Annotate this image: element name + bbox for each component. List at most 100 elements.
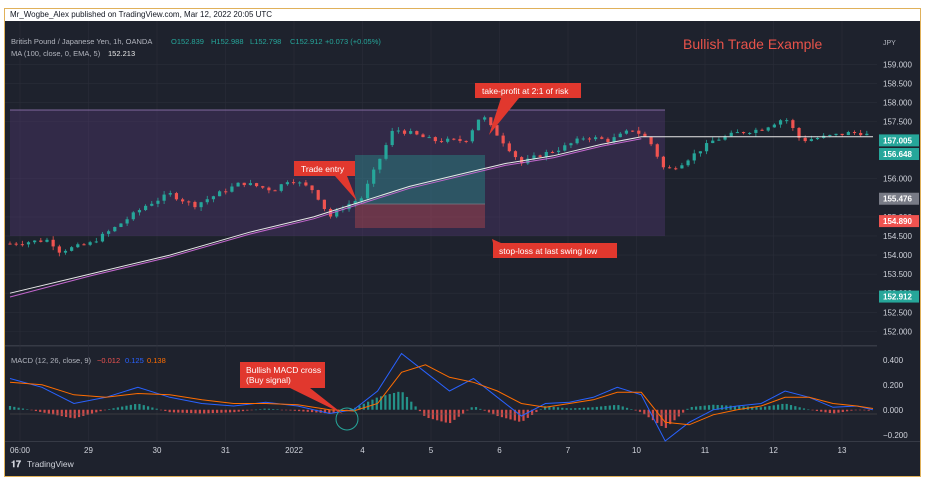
macd-cross-callout[interactable]: Bullish MACD cross (Buy signal)	[240, 362, 343, 414]
macd-histogram-bar	[751, 406, 754, 410]
time-tick-label: 5	[429, 446, 434, 455]
candle	[144, 205, 148, 211]
macd-histogram-bar	[651, 409, 655, 421]
macd-histogram-bar	[815, 409, 819, 411]
candle	[741, 132, 746, 134]
take-profit-callout[interactable]: take-profit at 2:1 of risk	[475, 83, 581, 135]
candle	[785, 120, 789, 122]
candle	[26, 242, 31, 245]
candle	[291, 182, 296, 184]
macd-histogram-bar	[21, 408, 25, 410]
candle	[273, 190, 277, 192]
candle	[57, 246, 61, 253]
ohlc-change: +0.073 (+0.05%)	[325, 37, 381, 46]
macd-histogram-bar	[39, 409, 42, 412]
price-badge	[879, 148, 919, 161]
time-tick-label: 30	[153, 446, 162, 455]
stop-loss-zone[interactable]	[355, 204, 485, 228]
macd-histogram-bar	[358, 405, 361, 410]
macd-histogram-bar	[824, 409, 827, 413]
price-badge-label: 157.005	[883, 136, 912, 145]
price-axis	[877, 21, 920, 476]
macd-histogram-bar	[574, 408, 577, 410]
candle	[125, 219, 129, 224]
macd-histogram-bar	[241, 409, 245, 412]
macd-histogram-bar	[833, 409, 836, 414]
macd-histogram-bar	[531, 409, 534, 415]
time-tick-label: 4	[360, 446, 365, 455]
candle	[655, 144, 659, 157]
candle	[649, 136, 653, 145]
take-profit-zone[interactable]	[355, 155, 485, 204]
macd-histogram-bar	[134, 404, 137, 410]
ohlc-low: L152.798	[250, 37, 281, 46]
macd-histogram-bar	[185, 409, 189, 413]
candle	[723, 136, 727, 140]
macd-histogram-bar	[138, 403, 141, 410]
price-chart[interactable]: 159.000158.500158.000157.500156.000155.0…	[5, 21, 921, 477]
candle	[328, 209, 333, 217]
candle	[575, 138, 579, 144]
macd-histogram-bar	[323, 409, 327, 414]
macd-histogram-bar	[315, 409, 318, 413]
macd-tick-label: 0.200	[883, 381, 904, 390]
candle	[396, 130, 400, 132]
candle	[285, 182, 289, 185]
tv-logo-icon: 𝟏𝟕	[11, 459, 21, 469]
macd-histogram-bar	[759, 407, 762, 410]
candle	[316, 190, 320, 200]
macd-histogram-bar	[479, 408, 482, 410]
macd-histogram-bar	[254, 409, 258, 411]
macd-histogram-bar	[345, 409, 348, 411]
macd-histogram-bar	[686, 408, 689, 410]
candle	[82, 244, 86, 246]
candle	[680, 165, 684, 169]
signal-line	[9, 364, 874, 426]
candle	[205, 199, 209, 203]
macd-histogram-bar	[552, 406, 555, 410]
macd-histogram-bar	[310, 409, 314, 413]
candle	[760, 129, 764, 131]
candle	[335, 209, 339, 217]
macd-histogram-bar	[630, 409, 633, 410]
macd-histogram-bar	[228, 409, 232, 413]
take-profit-label: take-profit at 2:1 of risk	[482, 86, 569, 96]
stop-loss-callout[interactable]: stop-loss at last swing low	[492, 239, 617, 258]
macd-histogram-bar	[259, 409, 262, 410]
candle	[347, 203, 351, 210]
macd-histogram-bar	[811, 409, 814, 411]
macd-histogram-bar	[418, 409, 422, 412]
candle	[692, 153, 696, 161]
candle	[150, 203, 154, 206]
macd-histogram-bar	[82, 409, 85, 416]
macd-histogram-bar	[410, 401, 413, 410]
candle	[809, 139, 813, 142]
candle	[828, 134, 832, 136]
candle	[483, 117, 487, 120]
price-badge	[879, 134, 919, 147]
candle	[865, 133, 869, 136]
macd-histogram-bar	[362, 403, 365, 410]
macd-histogram-bar	[682, 409, 685, 413]
macd-histogram-bar	[146, 406, 150, 410]
candle	[365, 183, 370, 199]
macd-histogram-bar	[828, 409, 831, 413]
macd-histogram-bar	[483, 409, 486, 411]
ohlc-open: O152.839	[171, 37, 204, 46]
macd-histogram-bar	[561, 407, 564, 410]
candle	[507, 143, 511, 152]
trade-entry-callout[interactable]: Trade entry	[294, 161, 357, 201]
candle	[698, 151, 702, 154]
macd-histogram-bar	[807, 409, 810, 411]
candle	[113, 226, 117, 232]
macd-histogram-bar	[168, 409, 171, 413]
price-tick-label: 157.500	[883, 118, 912, 127]
macd-histogram-bar	[121, 406, 124, 410]
candle	[538, 155, 542, 157]
macd-histogram-bar	[858, 409, 862, 411]
tradingview-logo[interactable]: 𝟏𝟕 TradingView	[11, 459, 75, 469]
macd-histogram-bar	[638, 409, 642, 412]
candle	[14, 243, 18, 245]
candle	[88, 242, 92, 245]
macd-histogram-bar	[172, 409, 176, 413]
